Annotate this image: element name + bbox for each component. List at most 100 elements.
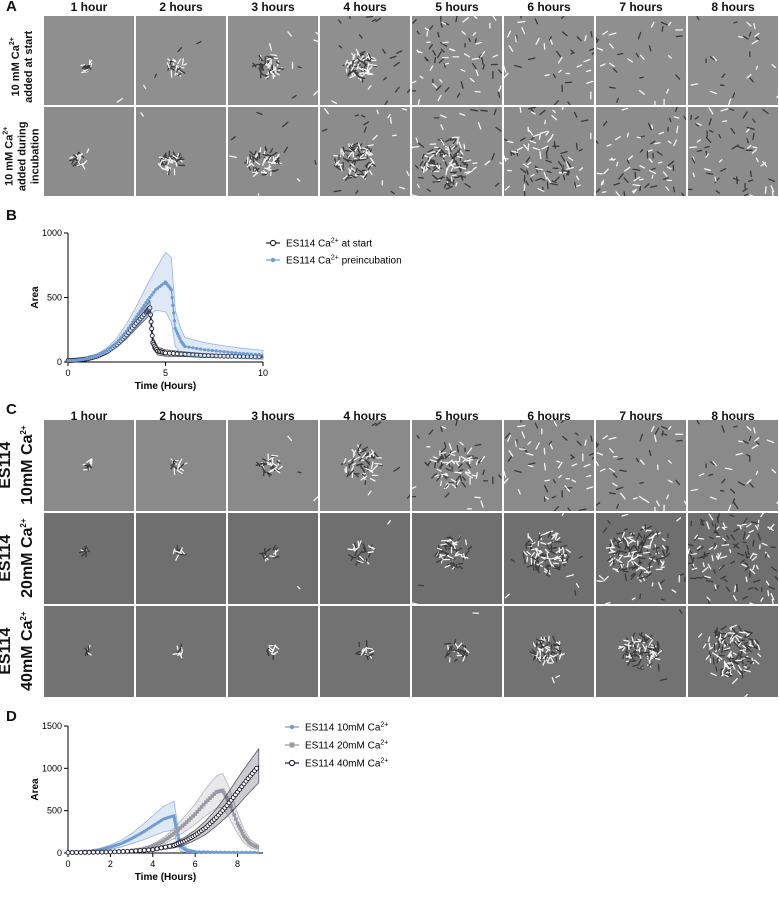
data-point xyxy=(128,323,132,327)
panel-a-time-label: 4 hours xyxy=(343,0,387,14)
data-point xyxy=(197,807,202,812)
legend-marker xyxy=(289,742,295,748)
y-axis-label: Area xyxy=(30,286,41,309)
data-point xyxy=(163,837,168,842)
data-point xyxy=(227,850,231,854)
data-point xyxy=(126,326,131,330)
data-point xyxy=(117,338,121,342)
data-point xyxy=(202,850,206,854)
panel-c-micrograph xyxy=(320,606,410,697)
data-point xyxy=(175,332,180,336)
data-point xyxy=(183,344,187,349)
panel-letter-a: A xyxy=(6,0,17,15)
data-point xyxy=(155,842,159,846)
data-point xyxy=(226,350,230,354)
data-point xyxy=(176,828,181,832)
panel-c-row-label-10mm: ES114 10mM Ca2+ xyxy=(0,425,37,505)
data-point xyxy=(253,352,257,356)
data-point xyxy=(112,849,118,855)
panel-letter-b: B xyxy=(6,207,17,224)
data-point xyxy=(239,829,244,833)
data-point xyxy=(195,346,199,351)
data-point xyxy=(133,848,139,854)
data-point xyxy=(146,845,151,850)
data-point xyxy=(197,850,202,854)
data-point xyxy=(226,798,230,802)
data-point xyxy=(130,320,134,325)
data-point xyxy=(240,850,244,854)
panel-c-micrograph xyxy=(596,606,686,697)
legend-label: ES114 40mM Ca2+ xyxy=(305,758,388,770)
panel-c-row-label-20mm: ES114 20mM Ca2+ xyxy=(0,518,37,598)
data-point xyxy=(191,346,195,350)
panel-c-micrograph xyxy=(44,420,134,511)
data-point xyxy=(222,790,226,795)
panel-c-time-label: 7 hours xyxy=(619,409,663,423)
data-point xyxy=(150,293,154,297)
data-point xyxy=(150,844,155,849)
panel-a-time-label: 2 hours xyxy=(159,0,203,14)
panel-c-micrograph xyxy=(596,513,686,604)
panel-a-micrograph xyxy=(412,16,502,105)
data-point xyxy=(148,295,152,300)
data-point xyxy=(203,800,208,804)
data-point xyxy=(172,831,176,836)
panel-c-time-label: 1 hour xyxy=(70,409,108,423)
data-point xyxy=(169,288,173,292)
data-point xyxy=(116,849,122,855)
data-point xyxy=(178,826,183,830)
x-tick-label: 10 xyxy=(258,368,268,378)
panel-c-time-label: 4 hours xyxy=(343,409,387,423)
data-point xyxy=(210,850,214,854)
legend-marker xyxy=(289,724,295,730)
panel-c-micrograph xyxy=(688,606,778,697)
panel-c-micrograph xyxy=(596,420,686,511)
panel-a-row-label-during: 10 mM Ca2+ added during incubation xyxy=(2,121,42,192)
data-point xyxy=(235,850,240,854)
data-point xyxy=(187,345,191,349)
panel-c-micrograph xyxy=(320,420,410,511)
data-point xyxy=(69,850,75,855)
data-point xyxy=(121,334,125,338)
data-point xyxy=(74,850,79,855)
data-point xyxy=(103,849,109,855)
data-point xyxy=(136,312,140,316)
panel-a-micrograph xyxy=(44,16,134,105)
legend-label: ES114 20mM Ca2+ xyxy=(305,740,388,752)
data-point xyxy=(237,824,241,828)
data-point xyxy=(166,350,172,356)
data-point xyxy=(178,337,182,341)
panel-c-row-label-40mm: ES114 40mM Ca2+ xyxy=(0,611,37,691)
data-point xyxy=(132,318,136,322)
panel-c-micrograph xyxy=(228,513,318,604)
data-point xyxy=(124,848,130,854)
x-tick-label: 4 xyxy=(150,859,155,869)
data-point xyxy=(148,319,154,325)
data-point xyxy=(149,326,155,332)
legend-label: ES114 Ca2+ preincubation xyxy=(286,255,402,267)
data-point xyxy=(172,816,177,820)
data-point xyxy=(199,347,203,351)
data-point xyxy=(223,850,227,854)
data-point xyxy=(173,326,177,331)
data-point xyxy=(90,849,96,855)
data-point xyxy=(223,793,228,797)
data-point xyxy=(180,824,185,828)
data-point xyxy=(171,303,175,307)
panel-a-micrograph xyxy=(136,16,226,105)
data-point xyxy=(134,315,138,319)
data-point xyxy=(222,350,226,354)
data-point xyxy=(154,846,160,852)
data-point xyxy=(249,352,253,356)
error-band xyxy=(67,251,264,362)
y-tick-label: 1000 xyxy=(42,763,62,773)
panel-c-micrograph xyxy=(136,606,226,697)
panel-a-micrograph xyxy=(504,107,594,196)
data-point xyxy=(182,822,187,827)
data-point xyxy=(150,847,156,853)
panel-c-micrograph xyxy=(688,420,778,511)
x-tick-label: 2 xyxy=(108,859,113,869)
data-point xyxy=(170,833,174,837)
data-point xyxy=(210,348,214,353)
data-point xyxy=(172,311,176,315)
